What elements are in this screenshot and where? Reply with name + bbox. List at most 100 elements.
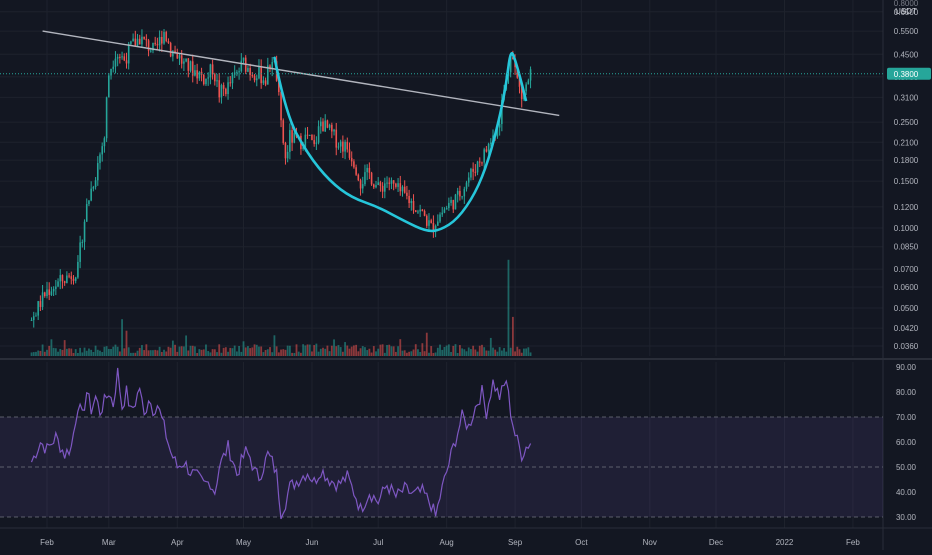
candle-body: [485, 149, 488, 152]
candle-body: [512, 57, 514, 60]
candle-body: [386, 182, 388, 184]
volume-bar: [132, 352, 135, 356]
rsi-tick-label: 50.00: [896, 463, 917, 472]
candle-body: [372, 184, 375, 188]
volume-bar: [116, 346, 119, 356]
candle-body: [255, 78, 258, 81]
volume-bar: [494, 349, 497, 356]
price-tick-label: 0.2100: [894, 138, 919, 147]
volume-bar: [454, 344, 457, 356]
volume-bar: [231, 348, 234, 356]
candle-body: [50, 291, 53, 295]
volume-bar: [213, 349, 216, 356]
candle-body: [57, 281, 59, 287]
price-tick-label: 0.4500: [894, 50, 919, 59]
candle-body: [99, 154, 101, 164]
candle-body: [293, 132, 296, 143]
volume-bar: [511, 316, 514, 356]
candle-body: [498, 123, 501, 128]
candle-body: [339, 141, 342, 147]
candle-body: [156, 44, 159, 46]
candle-body: [220, 85, 223, 98]
volume-bar: [260, 346, 263, 356]
candle-body: [163, 32, 165, 44]
volume-bar: [165, 351, 168, 356]
candle-body: [114, 58, 117, 67]
candle-body: [202, 74, 205, 85]
volume-bar: [300, 352, 302, 356]
volume-bar: [445, 345, 448, 356]
volume-bar: [77, 352, 79, 356]
volume-bar: [498, 347, 501, 356]
candle-body: [169, 43, 172, 57]
candle-body: [353, 161, 355, 168]
time-tick-label: May: [236, 538, 251, 547]
candle-body: [282, 120, 285, 143]
volume-bar: [308, 344, 311, 356]
trend-overlays: [0, 30, 883, 233]
candle-body: [379, 182, 382, 186]
volume-bar: [163, 349, 165, 356]
candle-body: [187, 58, 190, 71]
candle-body: [77, 261, 79, 278]
volume-bar: [520, 352, 523, 356]
candle-body: [96, 163, 99, 181]
volume-bar: [46, 349, 48, 356]
volume-bar: [123, 348, 126, 356]
volume-bar: [514, 351, 516, 356]
volume-bar: [134, 352, 137, 356]
volume-bar: [485, 350, 488, 356]
volume-bar: [275, 346, 278, 356]
time-axis[interactable]: Feb Mar Apr May Jun Jul Aug Sep Oct Nov Dec 2022 Feb: [40, 538, 860, 547]
volume-bar: [492, 347, 494, 356]
volume-bar: [240, 351, 243, 356]
candle-body: [52, 288, 55, 292]
candle-body: [401, 186, 404, 192]
current-price-badge: [887, 67, 931, 80]
volume-bar: [121, 319, 123, 356]
rsi-axis[interactable]: 90.00 80.00 70.00 60.00 50.00 40.00 30.00: [896, 363, 917, 522]
candle-body: [70, 276, 73, 279]
price-tick-label: 0.0420: [894, 324, 919, 333]
candle-body: [319, 121, 322, 127]
volume-bar: [191, 345, 194, 356]
volume-bar: [503, 348, 505, 356]
price-unit-label: USDT: [895, 7, 917, 16]
volume-bar: [434, 352, 437, 356]
candle-body: [61, 275, 64, 282]
price-axis[interactable]: 0.8000USDT0.65000.55000.45000.37000.3100…: [884, 0, 932, 358]
volume-bar: [149, 350, 152, 356]
candle-body: [408, 195, 410, 204]
time-tick-label: Jul: [373, 538, 383, 547]
candle-body: [66, 275, 68, 284]
candle-body: [410, 200, 413, 204]
candle-body: [46, 289, 48, 297]
volume-bar: [105, 346, 108, 356]
candle-body: [434, 225, 437, 231]
rsi-grid: [0, 362, 932, 529]
candle-body: [108, 75, 110, 98]
candle-body: [191, 61, 194, 76]
volume-bar: [529, 352, 532, 356]
candle-body: [119, 56, 121, 58]
candle-body: [384, 183, 386, 192]
time-tick-label: Jun: [306, 538, 319, 547]
volume-bar: [478, 345, 481, 356]
time-tick-label: Nov: [643, 538, 657, 547]
volume-bar: [406, 352, 408, 356]
candle-body: [364, 172, 366, 185]
rsi-line: [30, 367, 532, 520]
volume-bar: [322, 347, 324, 356]
volume-bar: [74, 349, 77, 356]
candle-body: [366, 167, 368, 173]
volume-bar: [269, 347, 271, 356]
volume-bar: [401, 350, 404, 356]
candle-body: [342, 141, 344, 152]
volume-bar: [52, 347, 55, 356]
candle-body: [291, 130, 293, 143]
volume-bar: [326, 345, 329, 356]
candle-body: [271, 62, 274, 69]
price-tick-label: 0.0700: [894, 265, 919, 274]
candle-body: [412, 200, 415, 211]
